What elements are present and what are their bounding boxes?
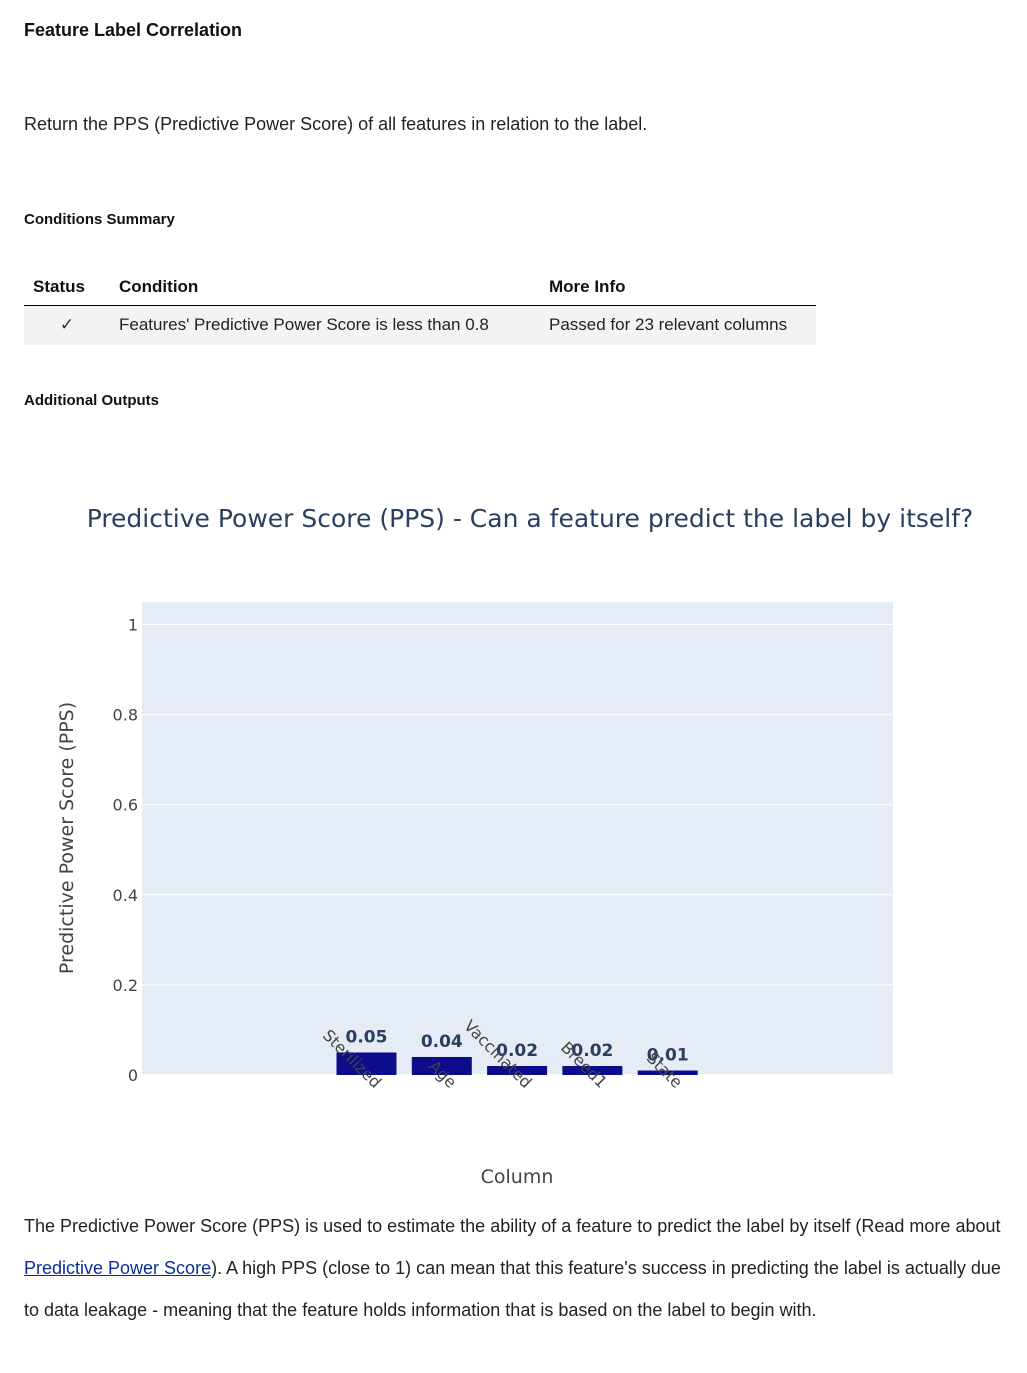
pps-bar-chart: Predictive Power Score (PPS) - Can a fea… [56, 504, 974, 1188]
bar [637, 1070, 698, 1075]
status-check-icon: ✓ [59, 315, 75, 334]
bar [562, 1065, 623, 1075]
bar [336, 1052, 397, 1075]
condition-column-header: Condition [110, 268, 540, 306]
y-axis-title: Predictive Power Score (PPS) [56, 702, 78, 974]
y-tick-label: 0 [128, 1066, 138, 1085]
data-label: 0.02 [571, 1041, 613, 1061]
predictive-power-score-link[interactable]: Predictive Power Score [24, 1258, 212, 1278]
plot-area [142, 602, 893, 1075]
data-label: 0.04 [421, 1032, 463, 1052]
x-axis-title: Column [481, 1166, 554, 1188]
bar [487, 1065, 548, 1075]
data-label: 0.01 [647, 1045, 689, 1065]
data-label: 0.05 [346, 1027, 388, 1047]
conditions-summary-title: Conditions Summary [24, 211, 175, 228]
more-info-cell: Passed for 23 relevant columns [549, 315, 788, 334]
chart-title: Predictive Power Score (PPS) - Can a fea… [87, 504, 974, 533]
bar [411, 1056, 472, 1075]
data-label: 0.02 [496, 1041, 538, 1061]
pps-explanation-text-2: ). A high PPS (close to 1) can mean that… [24, 1258, 1001, 1320]
conditions-table: Status Condition More Info ✓ Features' P… [24, 268, 816, 345]
page-title: Feature Label Correlation [24, 20, 243, 40]
check-description: Return the PPS (Predictive Power Score) … [24, 114, 648, 134]
conditions-header-row: Status Condition More Info [24, 268, 816, 306]
y-tick-label: 0.8 [113, 706, 138, 725]
y-tick-label: 0.4 [113, 886, 138, 905]
condition-cell: Features' Predictive Power Score is less… [119, 315, 489, 334]
pps-explanation-text-1: The Predictive Power Score (PPS) is used… [24, 1216, 1001, 1236]
status-column-header: Status [24, 268, 110, 306]
table-row: ✓ Features' Predictive Power Score is le… [24, 305, 816, 345]
y-tick-label: 1 [128, 616, 138, 635]
y-tick-label: 0.2 [113, 976, 138, 995]
y-tick-label: 0.6 [113, 796, 138, 815]
pps-explanation: The Predictive Power Score (PPS) is used… [24, 1205, 1014, 1331]
additional-outputs-title: Additional Outputs [24, 392, 159, 409]
more-info-column-header: More Info [540, 268, 816, 306]
